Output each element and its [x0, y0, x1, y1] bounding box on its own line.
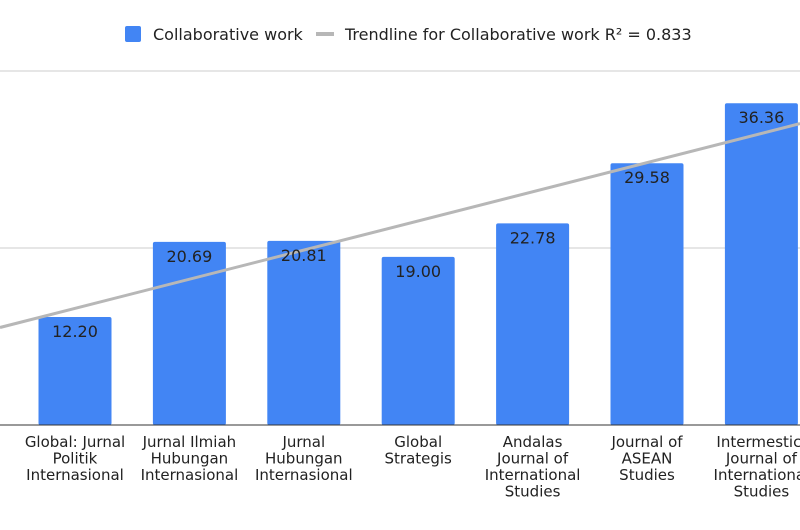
data-label: 22.78 [510, 228, 556, 247]
data-label: 19.00 [395, 262, 441, 281]
data-label: 20.81 [281, 246, 327, 265]
bar [267, 240, 341, 425]
x-tick-label: Intermestic: Journal of International Studi… [714, 433, 800, 501]
legend-label-trendline: Trendline for Collaborative work R² = 0.… [344, 25, 692, 44]
legend: Collaborative work Trendline for Collabo… [125, 25, 692, 44]
x-tick-label: Journal of ASEAN Studies [610, 433, 683, 484]
x-tick-label: Global: Jurnal Politik Internasional [25, 433, 125, 484]
data-label: 29.58 [624, 168, 670, 187]
bar [724, 103, 798, 426]
data-label: 20.69 [166, 247, 212, 266]
data-labels: 12.20 20.69 20.81 19.00 22.78 29.58 36.36 [52, 108, 784, 341]
bar [496, 223, 570, 425]
trendline-line [0, 122, 800, 329]
x-tick-label: Jurnal Hubungan Internasional [255, 433, 353, 484]
x-tick-labels: Global: Jurnal Politik Internasional Jurnal… [25, 433, 800, 501]
legend-label-collaborative-work: Collaborative work [153, 25, 304, 44]
x-tick-label: Global Strategis [385, 433, 453, 468]
data-label: 36.36 [738, 108, 784, 127]
data-label: 12.20 [52, 322, 98, 341]
legend-swatch-trendline [316, 32, 334, 36]
x-tick-label: Jurnal Ilmiah Hubungan Internasional [141, 433, 239, 484]
bars [38, 103, 798, 426]
legend-swatch-collaborative-work [125, 26, 141, 42]
bar [38, 317, 112, 425]
bar [381, 256, 455, 425]
x-tick-label: Andalas Journal of International Studies [485, 433, 581, 501]
trendline [0, 122, 800, 329]
bar [610, 163, 684, 426]
bar [152, 241, 226, 425]
